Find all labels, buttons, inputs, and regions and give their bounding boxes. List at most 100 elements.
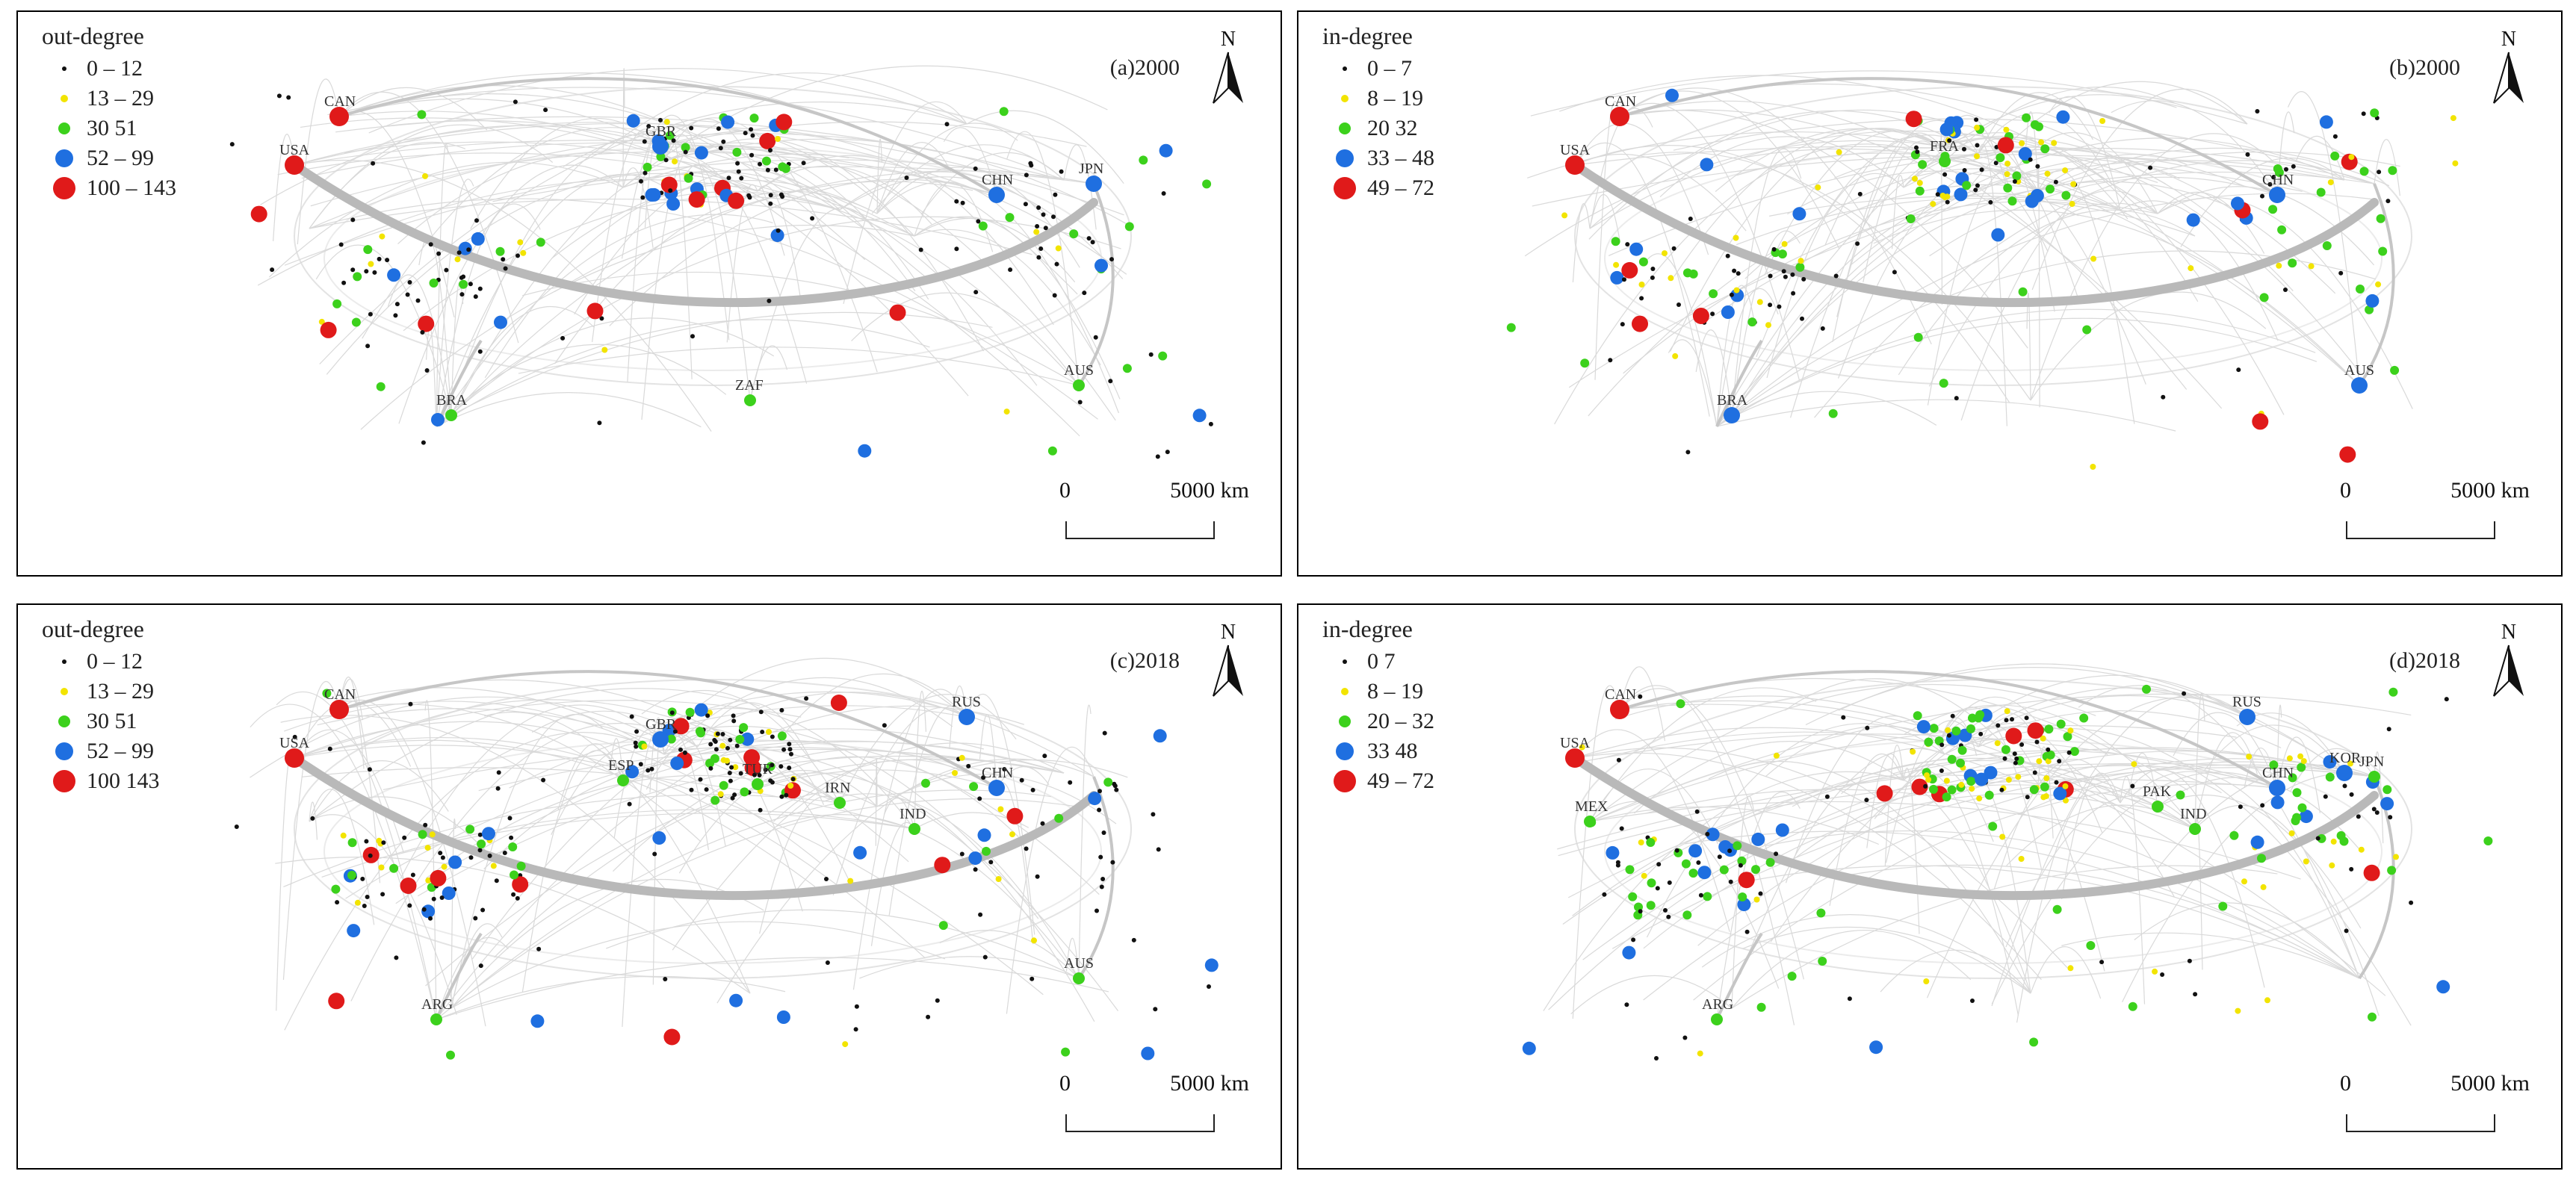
country-node [1036, 205, 1041, 210]
flow-arc [1619, 666, 1666, 742]
country-node [776, 1010, 790, 1024]
country-node [322, 689, 332, 698]
country-node [952, 770, 958, 776]
country-node [1733, 235, 1739, 241]
country-node [2297, 763, 2306, 772]
flow-arc [1588, 184, 2121, 417]
flow-arc [436, 214, 773, 427]
hub-node [988, 780, 1005, 796]
country-node [473, 294, 478, 299]
country-label: KOR [2329, 750, 2362, 766]
country-node [444, 267, 449, 273]
country-node [1777, 304, 1782, 309]
country-node [652, 831, 666, 845]
country-label: AUS [2344, 362, 2374, 379]
country-node [1682, 268, 1692, 278]
country-node [1996, 723, 2001, 728]
country-node [2252, 413, 2269, 430]
country-label: IND [2180, 806, 2207, 822]
legend-symbol [42, 647, 87, 677]
flow-arc [1829, 754, 1904, 907]
country-node [2001, 745, 2010, 754]
flow-arc [425, 326, 437, 427]
country-node [1768, 302, 1773, 308]
country-label: CAN [1605, 686, 1636, 703]
country-node [424, 368, 430, 373]
country-label: GBR [645, 716, 677, 733]
country-node [735, 161, 740, 166]
country-node [731, 718, 737, 724]
country-node [2014, 756, 2019, 761]
country-node [1579, 744, 1585, 751]
country-node [1947, 785, 1957, 795]
country-node [2349, 792, 2354, 797]
country-node [2374, 810, 2380, 815]
scale-start: 0 [2340, 1071, 2351, 1096]
country-node [1692, 308, 1709, 324]
node-layer: CAN USA GBR CHN JPN AUS BRA ZAF [229, 93, 1213, 459]
country-node [2022, 113, 2031, 122]
flow-arc [1742, 926, 2031, 994]
flow-arc [451, 921, 946, 1009]
legend-title: out-degree [42, 22, 144, 49]
scale-line [1065, 521, 1215, 539]
flow-arc [310, 151, 997, 207]
country-node [365, 344, 371, 349]
country-node [1756, 299, 1763, 305]
country-label: IND [900, 806, 926, 822]
legend-range: 0 7 [1367, 649, 1396, 674]
country-node [731, 713, 736, 718]
country-node [739, 723, 749, 733]
country-node [378, 864, 385, 871]
flow-arc [870, 822, 915, 946]
country-node [2063, 732, 2072, 742]
flow-arc [397, 152, 665, 244]
flow-arc [606, 909, 1080, 979]
country-node [477, 848, 483, 853]
country-node [362, 904, 367, 908]
country-node [787, 747, 793, 752]
country-node [1733, 841, 1742, 851]
flow-arc [1716, 288, 1779, 427]
country-node [2292, 813, 2302, 822]
hub-node [1939, 155, 1951, 167]
country-node [276, 93, 282, 99]
flow-arc [920, 152, 1065, 215]
country-node [1112, 781, 1117, 786]
country-node [1638, 909, 1643, 914]
scale-end: 5000 km [2450, 1071, 2530, 1096]
country-node [1165, 450, 1170, 455]
flow-arc [309, 801, 318, 840]
country-node [882, 723, 887, 728]
country-node [448, 855, 462, 869]
flow-arc [749, 207, 873, 401]
country-node [719, 780, 728, 790]
scale-end: 5000 km [2450, 478, 2530, 503]
flow-arc [1588, 110, 1979, 240]
flow-arc [1562, 750, 2278, 925]
country-node [759, 132, 776, 149]
country-node [1954, 396, 1959, 401]
flow-arc [2037, 764, 2222, 794]
country-node [2193, 992, 2198, 997]
country-node [1108, 379, 1113, 384]
flow-arc [389, 813, 915, 857]
scale-bar: 0 5000 km [2340, 478, 2530, 545]
country-node [758, 161, 762, 167]
country-node [1710, 311, 1715, 317]
hub-node [1711, 1013, 1723, 1025]
country-node [1865, 725, 1870, 730]
flow-arc [309, 198, 1098, 420]
country-node [1709, 289, 1718, 299]
country-node [1984, 766, 1998, 780]
flow-arc [1787, 170, 2039, 215]
flow-arc [757, 165, 932, 225]
country-node [601, 347, 608, 353]
country-node [1631, 937, 1636, 943]
flow-arc [294, 679, 1132, 979]
flow-arc [1750, 865, 2360, 979]
country-node [2288, 773, 2297, 783]
country-node [1939, 742, 1945, 748]
country-node [1682, 1035, 1688, 1040]
country-node [732, 792, 737, 798]
